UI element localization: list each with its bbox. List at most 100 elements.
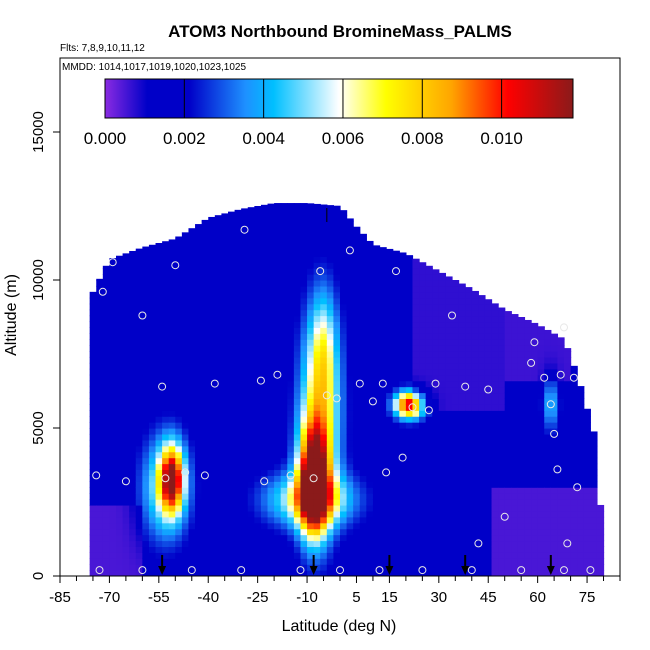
heatmap-cell xyxy=(221,528,229,536)
heatmap-cell xyxy=(471,416,479,423)
heatmap-cell xyxy=(214,504,223,512)
heatmap-cell xyxy=(353,333,361,340)
heatmap-cell xyxy=(511,552,519,559)
heatmap-cell xyxy=(155,463,163,471)
heatmap-cell xyxy=(419,504,427,512)
heatmap-cell xyxy=(491,516,499,524)
heatmap-cell xyxy=(162,499,170,506)
heatmap-cell xyxy=(412,356,420,364)
heatmap-cell xyxy=(484,481,493,488)
heatmap-cell xyxy=(201,451,209,459)
heatmap-cell xyxy=(122,552,130,559)
heatmap-cell xyxy=(241,303,249,311)
heatmap-cell xyxy=(260,380,269,388)
heatmap-cell xyxy=(478,368,486,376)
heatmap-cell xyxy=(102,321,111,328)
heatmap-cell xyxy=(484,564,493,571)
heatmap-cell xyxy=(445,439,453,447)
heatmap-cell xyxy=(260,564,269,571)
heatmap-cell xyxy=(550,534,559,542)
heatmap-cell xyxy=(372,345,381,352)
heatmap-cell xyxy=(188,327,196,334)
heatmap-cell xyxy=(96,410,104,417)
heatmap-cell xyxy=(260,309,269,317)
heatmap-cell xyxy=(438,309,447,317)
heatmap-cell xyxy=(280,386,288,394)
heatmap-cell xyxy=(412,285,420,293)
heatmap-cell xyxy=(484,451,493,459)
heatmap-cell xyxy=(333,268,341,275)
heatmap-cell xyxy=(471,303,479,311)
heatmap-cell xyxy=(155,433,163,441)
colorbar-tick-label: 0.008 xyxy=(401,129,444,148)
heatmap-cell xyxy=(102,439,111,447)
heatmap-cell xyxy=(313,250,321,257)
heatmap-cell xyxy=(181,445,190,453)
heatmap-cell xyxy=(458,487,466,494)
heatmap-cell xyxy=(432,374,440,382)
colorbar-tick-label: 0.004 xyxy=(242,129,285,148)
heatmap-cell xyxy=(181,516,190,524)
heatmap-cell xyxy=(491,534,499,542)
heatmap-cell xyxy=(267,392,275,399)
heatmap-cell xyxy=(372,274,381,281)
heatmap-cell xyxy=(570,540,578,547)
heatmap-cell xyxy=(478,570,486,576)
heatmap-cell xyxy=(564,351,572,358)
heatmap-cell xyxy=(346,398,354,405)
heatmap-cell xyxy=(359,362,367,370)
heatmap-cell xyxy=(504,445,512,453)
heatmap-cell xyxy=(228,428,236,435)
heatmap-cell xyxy=(405,356,414,364)
heatmap-cell xyxy=(109,422,117,429)
heatmap-cell xyxy=(564,558,572,565)
heatmap-cell xyxy=(359,516,367,524)
heatmap-cell xyxy=(504,321,512,328)
heatmap-cell xyxy=(471,290,479,293)
heatmap-cell xyxy=(550,339,559,346)
heatmap-cell xyxy=(478,315,486,323)
heatmap-cell xyxy=(293,339,302,346)
heatmap-cell xyxy=(122,303,130,311)
heatmap-cell xyxy=(478,487,486,494)
heatmap-cell xyxy=(326,321,335,328)
heatmap-cell xyxy=(234,522,242,530)
heatmap-cell xyxy=(247,386,255,394)
heatmap-cell xyxy=(425,268,433,275)
heatmap-cell xyxy=(254,540,262,547)
heatmap-cell xyxy=(247,368,255,376)
heatmap-cell xyxy=(465,469,473,476)
heatmap-cell xyxy=(386,291,394,299)
heatmap-cell xyxy=(379,374,387,382)
heatmap-cell xyxy=(557,570,565,576)
heatmap-cell xyxy=(228,534,236,542)
heatmap-cell xyxy=(531,493,539,500)
heatmap-cell xyxy=(181,315,190,323)
heatmap-cell xyxy=(359,345,367,352)
heatmap-cell xyxy=(498,307,506,311)
heatmap-cell xyxy=(267,422,275,429)
heatmap-cell xyxy=(188,546,196,553)
heatmap-cell xyxy=(412,303,420,311)
heatmap-cell xyxy=(399,416,407,423)
heatmap-cell xyxy=(564,570,572,576)
heatmap-cell xyxy=(162,564,170,571)
heatmap-cell xyxy=(234,297,242,305)
heatmap-cell xyxy=(135,356,143,364)
heatmap-cell xyxy=(300,410,308,417)
heatmap-cell xyxy=(267,315,275,323)
heatmap-cell xyxy=(419,333,427,340)
heatmap-cell xyxy=(452,410,460,417)
heatmap-cell xyxy=(320,570,328,576)
heatmap-cell xyxy=(280,339,288,346)
heatmap-cell xyxy=(300,220,308,228)
heatmap-cell xyxy=(280,558,288,565)
heatmap-cell xyxy=(537,469,545,476)
heatmap-cell xyxy=(405,493,414,500)
heatmap-cell xyxy=(228,333,236,340)
heatmap-cell xyxy=(511,368,519,376)
heatmap-cell xyxy=(129,274,137,281)
heatmap-cell xyxy=(498,422,506,429)
heatmap-cell xyxy=(280,487,288,494)
heatmap-cell xyxy=(247,321,255,328)
